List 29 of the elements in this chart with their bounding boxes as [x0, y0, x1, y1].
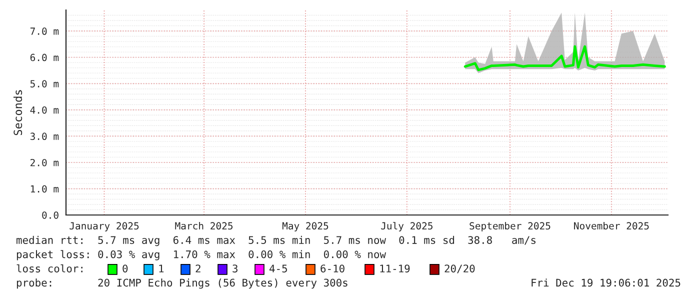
- text: 3: [232, 264, 238, 272]
- y-tick-label: 4.0 m: [30, 106, 59, 114]
- y-tick-label: 2.0 m: [30, 158, 59, 166]
- text: median rtt: 5.7 ms avg 6.4 ms max 5.5 ms min 5.7 ms now 0.1 ms sd 38.8 am/s: [16, 236, 536, 246]
- x-tick-label: November 2025: [574, 222, 649, 230]
- y-tick-label: 3.0 m: [30, 132, 59, 140]
- y-tick-label: 5.0 m: [30, 80, 59, 88]
- x-tick-label: January 2025: [70, 222, 139, 232]
- x-tick-label: July 2025: [381, 222, 432, 232]
- text: 20/20: [444, 264, 475, 274]
- x-tick-label: September 2025: [470, 222, 550, 232]
- text: loss color:: [16, 264, 82, 272]
- y-axis-title: Seconds: [13, 90, 22, 136]
- text: 1: [159, 264, 164, 272]
- text: probe: 20 ICMP Echo Pings (56 Bytes) every 300s: [16, 278, 348, 289]
- text: 2: [196, 264, 200, 272]
- y-tick-label: 6.0 m: [30, 54, 59, 62]
- text: Fri Dec 19 19:06:01 2025: [532, 278, 680, 287]
- text: 6-10: [320, 264, 344, 272]
- y-tick-label: 7.0 m: [30, 28, 59, 35]
- y-tick-label: 0.0: [42, 212, 58, 219]
- line-series: [464, 45, 666, 72]
- text: packet loss: 0.03 % avg 1.70 % max 0.00 % min 0.00 % now: [16, 250, 386, 260]
- text: 4-5: [270, 264, 287, 272]
- x-tick-label: May 2025: [282, 222, 328, 232]
- text: 0: [122, 264, 128, 272]
- text: 11-19: [380, 264, 410, 272]
- x-tick-label: March 2025: [175, 222, 233, 230]
- y-tick-label: 1.0 m: [30, 185, 59, 193]
